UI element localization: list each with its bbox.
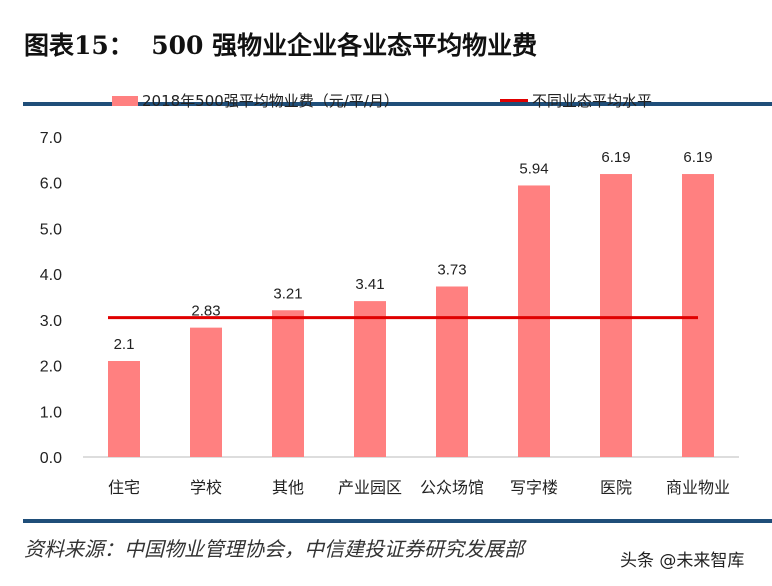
legend-bar: 2018年500强平均物业费（元/平/月） [112,90,399,111]
bar [190,327,222,457]
source-divider [23,519,772,523]
data-label: 3.21 [273,285,302,302]
legend-line-label: 不同业态平均水平 [532,92,653,110]
data-label: 3.73 [437,261,466,278]
x-tick-label: 公众场馆 [420,478,484,497]
legend-bar-label: 2018年500强平均物业费（元/平/月） [142,92,399,110]
y-tick-label: 3.0 [40,313,62,330]
y-tick-label: 1.0 [40,404,62,421]
data-label: 5.94 [519,160,548,177]
legend-line: 不同业态平均水平 [500,90,652,111]
bar [354,301,386,457]
x-tick-label: 商业物业 [666,478,730,497]
bar [600,174,632,457]
x-tick-label: 住宅 [108,478,140,497]
y-tick-label: 5.0 [40,221,62,238]
data-label: 6.19 [683,149,712,166]
legend-line-swatch [500,99,528,102]
source-note: 资料来源：中国物业管理协会，中信建投证券研究发展部 [24,537,524,561]
data-label: 3.41 [355,276,384,293]
bar [436,286,468,457]
x-tick-label: 产业园区 [338,478,402,497]
bar [682,174,714,457]
bar [518,185,550,457]
data-label: 2.1 [114,336,135,353]
y-tick-label: 6.0 [40,176,62,193]
y-tick-label: 4.0 [40,267,62,284]
x-tick-label: 学校 [190,478,222,497]
legend-bar-swatch [112,95,138,106]
watermark: 头条 @未来智库 [620,551,745,571]
x-tick-label: 医院 [600,478,632,497]
y-tick-label: 0.0 [40,450,62,467]
x-tick-label: 写字楼 [510,478,558,497]
y-tick-label: 2.0 [40,359,62,376]
data-label: 2.83 [191,303,220,320]
data-label: 6.19 [601,149,630,166]
x-tick-label: 其他 [272,478,304,497]
bar [108,361,140,457]
chart-title: 图表15： 500 强物业企业各业态平均物业费 [24,31,538,60]
title-divider [23,102,772,106]
y-tick-label: 7.0 [40,130,62,147]
bar [272,310,304,457]
